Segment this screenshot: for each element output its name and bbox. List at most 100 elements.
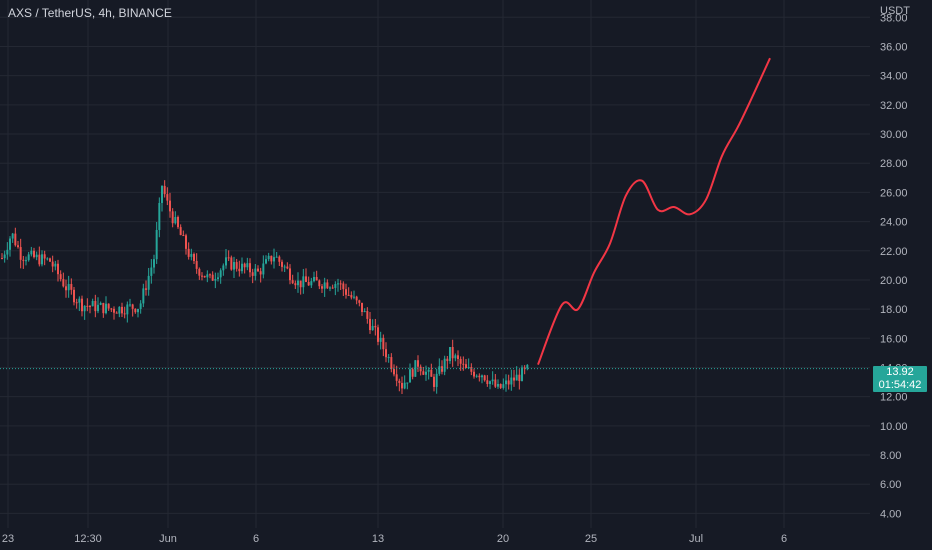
candle-down [185, 235, 187, 249]
candle-up [153, 259, 155, 268]
candle-down [393, 368, 395, 375]
y-tick-label: 36.00 [880, 41, 908, 53]
candle-up [97, 304, 99, 312]
x-tick-label: 23 [2, 533, 14, 545]
y-tick-label: 26.00 [880, 187, 908, 199]
candle-up [310, 281, 313, 286]
candle-down [227, 257, 230, 259]
candle-down [230, 257, 233, 270]
candle-down [81, 298, 83, 312]
candle-down [433, 376, 435, 387]
time-axis[interactable]: 23 12:30 Jun 6 13 20 25 Jul 6 [2, 533, 787, 545]
candle-up [214, 279, 217, 281]
candle-down [451, 346, 454, 359]
y-tick-label: 8.00 [880, 450, 901, 462]
candle-up [409, 369, 411, 383]
candle-down [193, 254, 195, 262]
candle-up [526, 364, 529, 369]
y-tick-label: 16.00 [880, 333, 908, 345]
y-tick-label: 10.00 [880, 421, 908, 433]
candle-up [273, 257, 275, 262]
grid-lines [0, 0, 870, 528]
candle-down [145, 288, 147, 290]
candle-up [337, 283, 339, 285]
countdown-timer: 01:54:42 [878, 379, 922, 391]
candle-up [27, 254, 30, 261]
candle-up [206, 274, 209, 278]
candle-up [129, 304, 131, 306]
candle-up [313, 276, 315, 282]
candle-up [99, 302, 102, 305]
x-tick-label: 12:30 [74, 533, 102, 545]
candle-up [353, 296, 355, 298]
candle-down [195, 261, 198, 269]
currency-label: USDT [880, 5, 910, 17]
candle-down [307, 281, 310, 286]
candle-down [43, 254, 46, 259]
candle-down [211, 274, 214, 281]
symbol-title[interactable]: AXS / TetherUS, 4h, BINANCE [8, 6, 172, 20]
candle-down [278, 256, 281, 262]
candle-down [235, 262, 238, 269]
candle-down [398, 380, 401, 383]
candle-down [177, 217, 179, 228]
candle-up [137, 308, 139, 313]
y-tick-label: 6.00 [880, 479, 901, 491]
candle-up [6, 249, 9, 255]
candle-up [515, 374, 518, 381]
candle-up [502, 384, 505, 388]
candle-up [147, 275, 150, 290]
candle-down [430, 369, 433, 377]
candle-down [115, 312, 118, 314]
candle-up [425, 371, 427, 375]
y-tick-label: 32.00 [880, 100, 908, 112]
candle-up [510, 377, 513, 385]
candle-down [38, 254, 41, 265]
candle-up [379, 337, 382, 342]
candle-up [491, 379, 494, 382]
candle-down [345, 289, 347, 295]
candle-down [49, 258, 51, 262]
candle-down [286, 266, 289, 269]
candle-down [366, 311, 369, 319]
candle-down [19, 247, 22, 260]
candle-down [134, 308, 137, 313]
candle-down [422, 371, 425, 375]
candle-down [57, 263, 59, 275]
candle-up [371, 325, 374, 331]
price-axis[interactable]: 4.006.008.0010.0012.0014.0016.0018.0020.… [880, 5, 910, 520]
candle-down [499, 383, 502, 388]
candle-up [414, 360, 417, 377]
candle-up [481, 375, 483, 378]
y-tick-label: 12.00 [880, 392, 908, 404]
candle-down [390, 357, 393, 369]
candle-up [406, 382, 409, 384]
candle-down [417, 360, 419, 367]
candle-down [374, 325, 377, 328]
candle-down [70, 284, 73, 290]
candle-up [323, 282, 326, 289]
candles [1, 180, 529, 394]
candle-up [435, 373, 438, 387]
y-tick-label: 24.00 [880, 217, 908, 229]
candle-down [486, 380, 489, 385]
candle-up [46, 258, 49, 260]
candle-down [355, 296, 358, 301]
candle-up [78, 298, 81, 303]
projection-line [537, 57, 771, 365]
candle-down [395, 374, 398, 381]
candle-up [35, 254, 38, 258]
x-tick-label: Jul [689, 533, 703, 545]
candle-down [201, 275, 203, 277]
y-tick-label: 18.00 [880, 304, 908, 316]
candle-down [59, 274, 62, 280]
candle-down [462, 363, 465, 365]
candle-up [403, 382, 406, 389]
candle-down [299, 280, 302, 288]
candle-down [187, 248, 190, 257]
candle-up [505, 380, 507, 385]
candle-up [262, 263, 265, 275]
candle-up [363, 311, 366, 313]
